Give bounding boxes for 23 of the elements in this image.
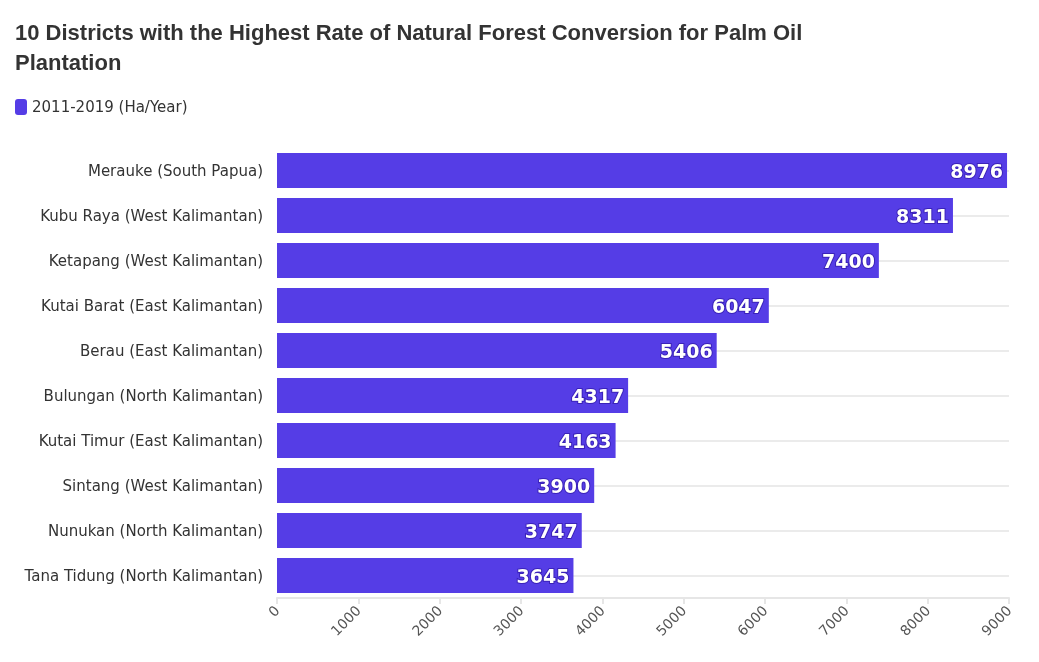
y-tick-label: Nunukan (North Kalimantan) — [47, 521, 263, 540]
y-tick-label: Ketapang (West Kalimantan) — [48, 251, 263, 270]
y-tick-label: Merauke (South Papua) — [87, 161, 263, 180]
y-tick-label: Bulungan (North Kalimantan) — [43, 386, 263, 405]
y-tick-label: Kutai Barat (East Kalimantan) — [41, 296, 263, 315]
y-tick-label: Kubu Raya (West Kalimantan) — [40, 206, 263, 225]
data-label: 4163 — [558, 429, 612, 452]
y-tick-label: Kutai Timur (East Kalimantan) — [38, 431, 263, 450]
data-label: 6047 — [711, 294, 765, 317]
y-tick-label: Sintang (West Kalimantan) — [62, 476, 263, 495]
data-label: 3747 — [524, 519, 578, 542]
data-label: 3645 — [516, 564, 570, 587]
chart-title: 10 Districts with the Highest Rate of Natural Forest Conversion for Palm Oil Plantation — [15, 19, 809, 75]
data-label: 3900 — [537, 474, 591, 497]
y-tick-label: Berau (East Kalimantan) — [80, 341, 263, 360]
data-label: 4317 — [571, 384, 625, 407]
y-tick-label: Tana Tidung (North Kalimantan) — [23, 566, 263, 585]
data-label: 8311 — [896, 204, 949, 227]
data-label: 8976 — [950, 159, 1004, 182]
x-tick-label: 0 — [265, 602, 283, 620]
data-label: 7400 — [821, 249, 875, 272]
legend-label: 2011-2019 (Ha/Year) — [32, 98, 188, 116]
data-label: 5406 — [659, 339, 713, 362]
